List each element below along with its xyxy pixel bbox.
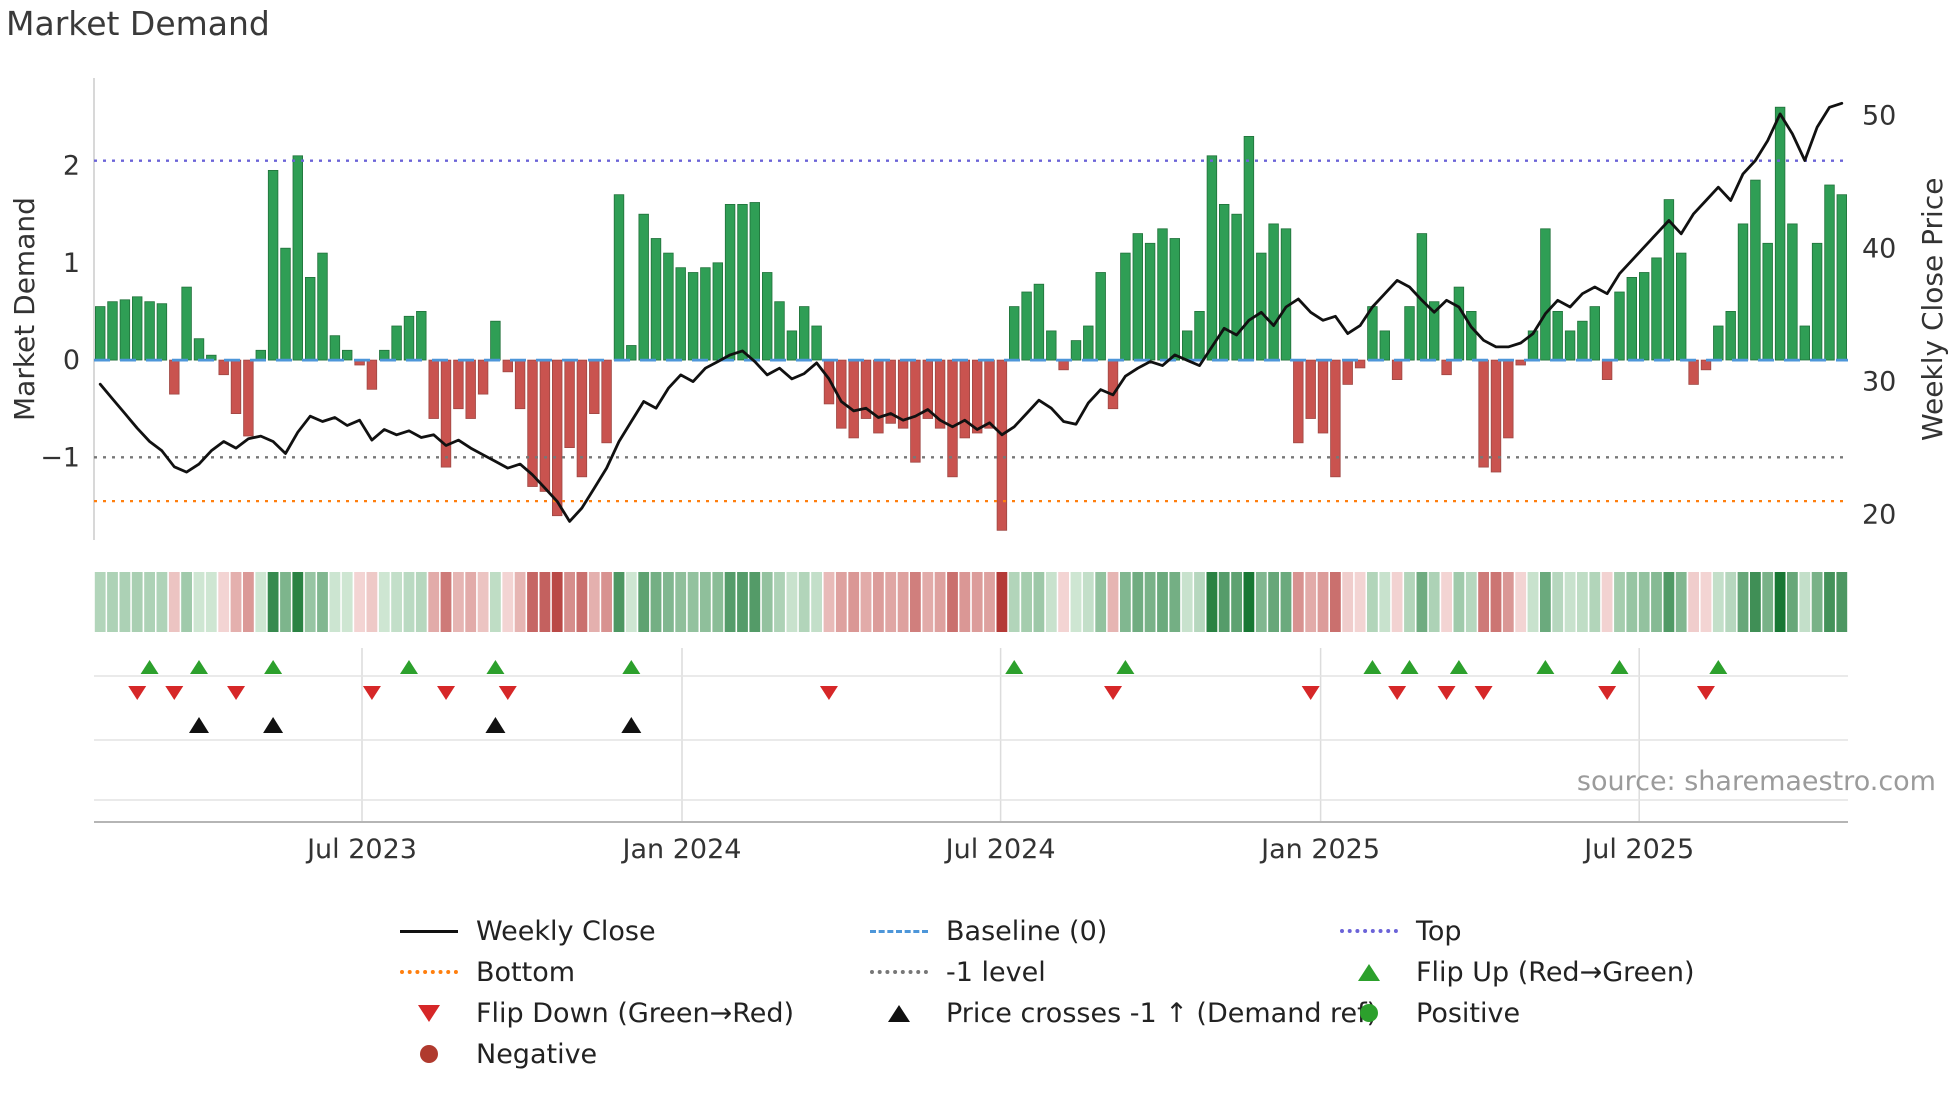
legend-item-baseline: Baseline (0) — [868, 915, 1338, 947]
legend-item-negative: Negative — [398, 1038, 868, 1070]
svg-text:2: 2 — [63, 151, 80, 182]
minus1-level-legend-symbol-icon — [868, 970, 930, 974]
left-axis-ticks: 2 1 0 −1 — [40, 151, 80, 474]
legend-label-positive: Positive — [1416, 997, 1521, 1029]
legend-label-negative: Negative — [476, 1038, 598, 1070]
chart-title: Market Demand — [6, 4, 270, 43]
svg-text:Jan 2025: Jan 2025 — [1259, 834, 1380, 865]
legend-item-top: Top — [1338, 915, 1898, 947]
flip-down-legend-symbol-icon — [398, 1004, 460, 1022]
legend-label-minus1-level: -1 level — [946, 956, 1046, 988]
svg-text:20: 20 — [1862, 500, 1896, 531]
svg-text:30: 30 — [1862, 367, 1896, 398]
legend-item-flip-up: Flip Up (Red→Green) — [1338, 956, 1898, 988]
reference-lines — [94, 159, 1848, 503]
flip-up-legend-symbol-icon — [1338, 963, 1400, 981]
legend-label-top: Top — [1416, 915, 1462, 947]
baseline-legend-symbol-icon — [868, 929, 930, 933]
svg-text:Jul 2023: Jul 2023 — [305, 834, 417, 865]
bottom-legend-symbol-icon — [398, 970, 460, 974]
heatmap-strip — [94, 572, 1848, 632]
demand-bars — [95, 106, 1848, 531]
legend-label-baseline: Baseline (0) — [946, 915, 1108, 947]
legend-item-bottom: Bottom — [398, 956, 868, 988]
legend-label-bottom: Bottom — [476, 956, 576, 988]
svg-text:−1: −1 — [40, 442, 80, 473]
legend-label-weekly-close: Weekly Close — [476, 915, 656, 947]
price-cross-legend-symbol-icon — [868, 1004, 930, 1022]
legend-label-price-cross: Price crosses -1 ↑ (Demand ref) — [946, 997, 1378, 1029]
legend: Weekly Close Baseline (0) Top Bottom -1 leve… — [398, 915, 1898, 1070]
svg-text:Jul 2024: Jul 2024 — [944, 834, 1056, 865]
top-legend-symbol-icon — [1338, 929, 1400, 933]
marker-panel-grid — [94, 648, 1848, 823]
price-cross-markers — [188, 717, 642, 733]
flip-up-markers — [140, 660, 1728, 674]
flip-down-markers — [128, 686, 1715, 700]
legend-item-weekly-close: Weekly Close — [398, 915, 868, 947]
weekly-close-line — [98, 101, 1844, 523]
legend-item-positive: Positive — [1338, 997, 1898, 1029]
svg-text:1: 1 — [63, 248, 80, 279]
negative-legend-symbol-icon — [398, 1045, 460, 1063]
svg-text:0: 0 — [63, 345, 80, 376]
svg-text:40: 40 — [1862, 233, 1896, 264]
positive-legend-symbol-icon — [1338, 1004, 1400, 1022]
right-axis-ticks: 50 40 30 20 — [1862, 100, 1896, 530]
legend-item-price-cross: Price crosses -1 ↑ (Demand ref) — [868, 998, 1377, 1029]
svg-text:Jan 2024: Jan 2024 — [621, 834, 742, 865]
legend-label-flip-down: Flip Down (Green→Red) — [476, 997, 795, 1029]
legend-label-flip-up: Flip Up (Red→Green) — [1416, 956, 1695, 988]
legend-item-minus1-level: -1 level — [868, 956, 1338, 988]
svg-text:50: 50 — [1862, 100, 1896, 131]
svg-text:Jul 2025: Jul 2025 — [1582, 834, 1694, 865]
legend-item-flip-down: Flip Down (Green→Red) — [398, 997, 868, 1029]
weekly-close-legend-symbol-icon — [398, 929, 460, 933]
x-axis-ticks: Jul 2023 Jan 2024 Jul 2024 Jan 2025 Jul 2025 — [305, 834, 1694, 865]
source-credit: source: sharemaestro.com — [1576, 766, 1936, 797]
